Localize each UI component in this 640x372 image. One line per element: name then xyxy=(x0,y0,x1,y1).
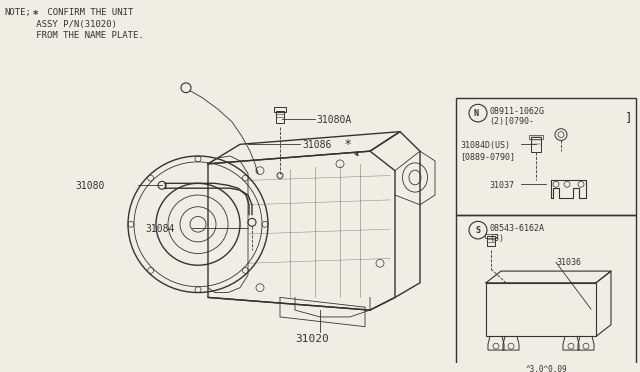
Text: ASSY P/N(31020): ASSY P/N(31020) xyxy=(4,19,117,29)
Text: 31080A: 31080A xyxy=(316,115,351,125)
Bar xyxy=(531,137,541,152)
Text: FROM THE NAME PLATE.: FROM THE NAME PLATE. xyxy=(4,31,144,40)
Text: 31037: 31037 xyxy=(489,182,514,190)
Bar xyxy=(486,283,596,336)
Text: 31086: 31086 xyxy=(302,140,332,150)
Text: 31036: 31036 xyxy=(556,259,581,267)
Text: (2)[0790-: (2)[0790- xyxy=(489,117,534,126)
Text: 31020: 31020 xyxy=(295,334,329,344)
Bar xyxy=(274,107,286,112)
Text: 31080: 31080 xyxy=(75,182,104,191)
Bar xyxy=(456,215,636,372)
Bar xyxy=(276,111,284,123)
Text: [0889-0790]: [0889-0790] xyxy=(460,152,515,161)
Text: 08911-1062G: 08911-1062G xyxy=(489,107,544,116)
Text: ]: ] xyxy=(625,111,632,124)
Text: 31084D(US): 31084D(US) xyxy=(460,141,510,150)
Text: 08543-6162A: 08543-6162A xyxy=(489,224,544,233)
Bar xyxy=(487,236,495,246)
Text: NOTE;: NOTE; xyxy=(4,8,31,17)
Bar xyxy=(485,234,497,238)
Bar xyxy=(529,135,543,140)
Text: N: N xyxy=(474,109,479,118)
Text: ^3.0^0.09: ^3.0^0.09 xyxy=(526,365,568,372)
Text: CONFIRM THE UNIT: CONFIRM THE UNIT xyxy=(42,8,133,17)
Text: (3): (3) xyxy=(489,234,504,243)
Text: S: S xyxy=(475,226,480,235)
Text: 31084: 31084 xyxy=(145,224,174,234)
Bar xyxy=(456,97,636,215)
Text: *: * xyxy=(345,138,351,151)
Text: ✱: ✱ xyxy=(33,8,38,17)
